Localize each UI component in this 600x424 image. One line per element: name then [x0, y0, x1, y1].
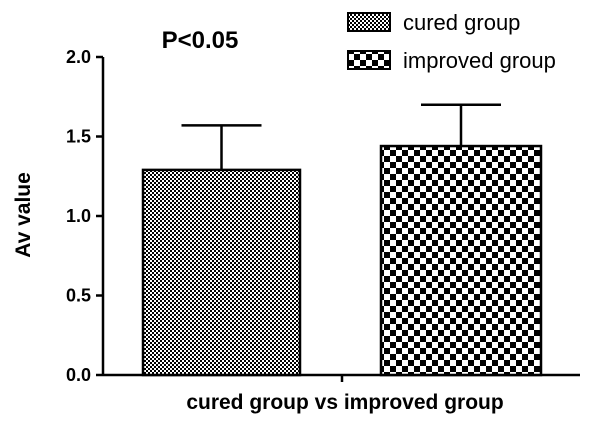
- y-axis: 0.0 0.5 1.0 1.5 2.0: [66, 47, 105, 385]
- bars: [141, 103, 543, 377]
- y-tick-label: 1.0: [66, 206, 91, 226]
- legend-swatch: [347, 50, 391, 70]
- bar-improved-group: [379, 144, 543, 377]
- x-axis-title: cured group vs improved group: [186, 391, 503, 414]
- y-tick-label: 2.0: [66, 47, 91, 67]
- bar-cured-group: [141, 168, 302, 377]
- y-tick-label: 1.5: [66, 127, 91, 147]
- y-axis-title: Av value: [12, 172, 35, 258]
- y-tick-label: 0.5: [66, 286, 91, 306]
- significance-annotation: P<0.05: [162, 27, 239, 54]
- legend-label: cured group: [403, 10, 520, 35]
- legend-swatch: [347, 12, 391, 32]
- y-tick-label: 0.0: [66, 365, 91, 385]
- legend-label: improved group: [403, 48, 556, 73]
- legend: cured group improved group: [347, 10, 556, 73]
